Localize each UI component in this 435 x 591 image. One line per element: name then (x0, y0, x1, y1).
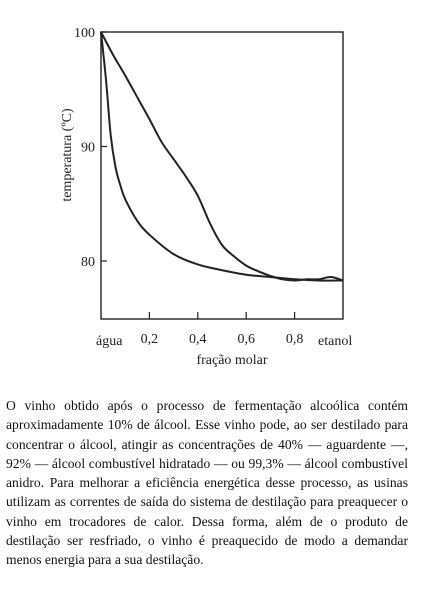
y-axis-title: temperatura (ºC) (60, 108, 75, 202)
x-tick-label: 0,4 (189, 332, 207, 347)
y-tick-label: 100 (74, 26, 95, 41)
body-paragraph: O vinho obtido após o processo de fermen… (6, 398, 408, 568)
y-tick-label: 90 (81, 141, 95, 156)
x-axis-ticks: 0,2 0,4 0,6 0,8 (141, 312, 304, 347)
x-tick-label: 0,6 (237, 332, 255, 347)
distillation-chart: 100 90 80 0,2 0,4 0,6 0,8 água etanol fração … (60, 26, 352, 368)
x-tick-label: 0,8 (286, 332, 304, 347)
plot-frame (100, 31, 344, 320)
series-line-upper (100, 31, 344, 282)
x-tick-label: 0,2 (141, 332, 159, 347)
series-line-lower (100, 31, 344, 282)
x-axis-title: fração molar (196, 353, 267, 368)
x-label-left-end: água (96, 334, 123, 349)
y-tick-label: 80 (81, 255, 95, 270)
x-label-right-end: etanol (318, 334, 352, 349)
y-axis-ticks: 100 90 80 (74, 26, 107, 270)
series-group (100, 31, 344, 282)
